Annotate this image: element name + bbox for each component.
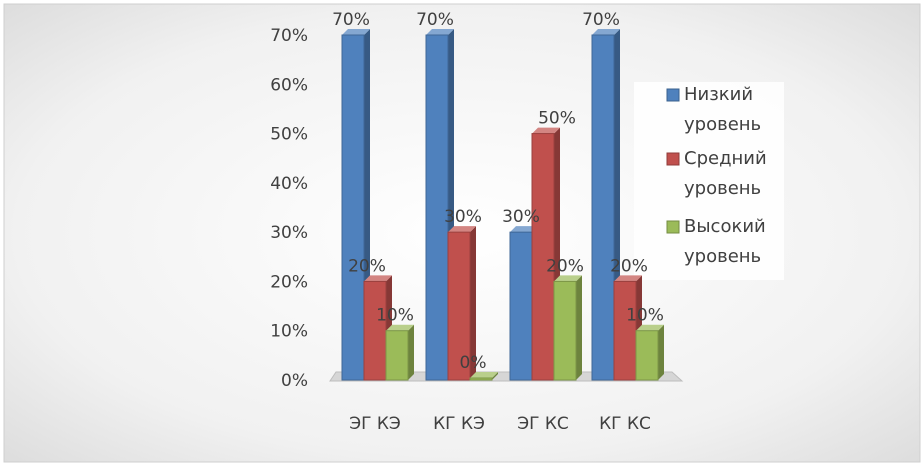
- legend-item: Средний уровень: [666, 148, 767, 199]
- data-label: 50%: [538, 109, 576, 129]
- x-category-label: КГ КС: [599, 414, 651, 434]
- y-tick-label: 20%: [270, 272, 308, 292]
- bar-front: [385, 330, 409, 381]
- bar-front: [613, 280, 637, 381]
- bar: [469, 372, 498, 381]
- x-category-label: ЭГ КЭ: [349, 414, 401, 434]
- bar-top: [364, 275, 392, 282]
- bar-front: [553, 280, 577, 381]
- legend-swatch: [666, 88, 680, 102]
- y-tick-label: 40%: [270, 174, 308, 194]
- data-label: 10%: [376, 306, 414, 326]
- bar-side: [408, 324, 414, 380]
- data-label: 20%: [546, 256, 584, 276]
- bar-front: [635, 330, 659, 381]
- bar: [553, 275, 582, 381]
- bar-top: [532, 127, 560, 134]
- bar-front: [531, 133, 555, 381]
- y-tick-label: 70%: [270, 26, 308, 46]
- data-label: 70%: [582, 10, 620, 30]
- bar-top: [448, 226, 476, 233]
- bar-side: [658, 324, 664, 380]
- bar-front: [447, 231, 471, 381]
- legend-item: Высокий уровень: [666, 216, 766, 267]
- data-label: 70%: [332, 10, 370, 30]
- bar-top: [510, 226, 538, 233]
- data-label: 20%: [610, 256, 648, 276]
- legend-background: [634, 82, 784, 280]
- bar-front: [509, 231, 533, 381]
- bar-side: [576, 275, 582, 380]
- data-label: 30%: [444, 207, 482, 227]
- x-category-label: ЭГ КС: [517, 414, 569, 434]
- bar: [385, 324, 414, 381]
- bar-top: [614, 275, 642, 282]
- legend-swatch: [666, 220, 680, 234]
- data-label: 20%: [348, 256, 386, 276]
- bar-top: [426, 29, 454, 35]
- y-tick-label: 60%: [270, 75, 308, 95]
- y-tick-label: 30%: [270, 223, 308, 243]
- bar-front: [469, 377, 493, 381]
- bar-front: [341, 34, 365, 381]
- data-label: 70%: [416, 10, 454, 30]
- legend-label: Низкий уровень: [684, 84, 761, 135]
- bar-side: [492, 372, 498, 380]
- bar-front: [591, 34, 615, 381]
- data-label: 30%: [502, 207, 540, 227]
- bar-front: [363, 280, 387, 381]
- bar-top: [386, 324, 414, 331]
- legend-item: Низкий уровень: [666, 84, 761, 135]
- x-category-label: КГ КЭ: [433, 414, 485, 434]
- data-label: 10%: [626, 306, 664, 326]
- y-tick-label: 0%: [281, 371, 308, 391]
- bar-side: [470, 226, 476, 380]
- bar-top: [592, 29, 620, 35]
- bar: [447, 226, 476, 381]
- bar-front: [425, 34, 449, 381]
- bar: [635, 324, 664, 381]
- y-tick-label: 10%: [270, 322, 308, 342]
- legend-label: Высокий уровень: [684, 216, 766, 267]
- bar-top: [554, 275, 582, 282]
- legend-swatch: [666, 152, 680, 166]
- bar-top: [470, 372, 498, 378]
- data-label: 0%: [460, 353, 487, 373]
- bar-top: [636, 324, 664, 331]
- legend-label: Средний уровень: [684, 148, 767, 199]
- y-tick-label: 50%: [270, 125, 308, 145]
- bar-top: [342, 29, 370, 35]
